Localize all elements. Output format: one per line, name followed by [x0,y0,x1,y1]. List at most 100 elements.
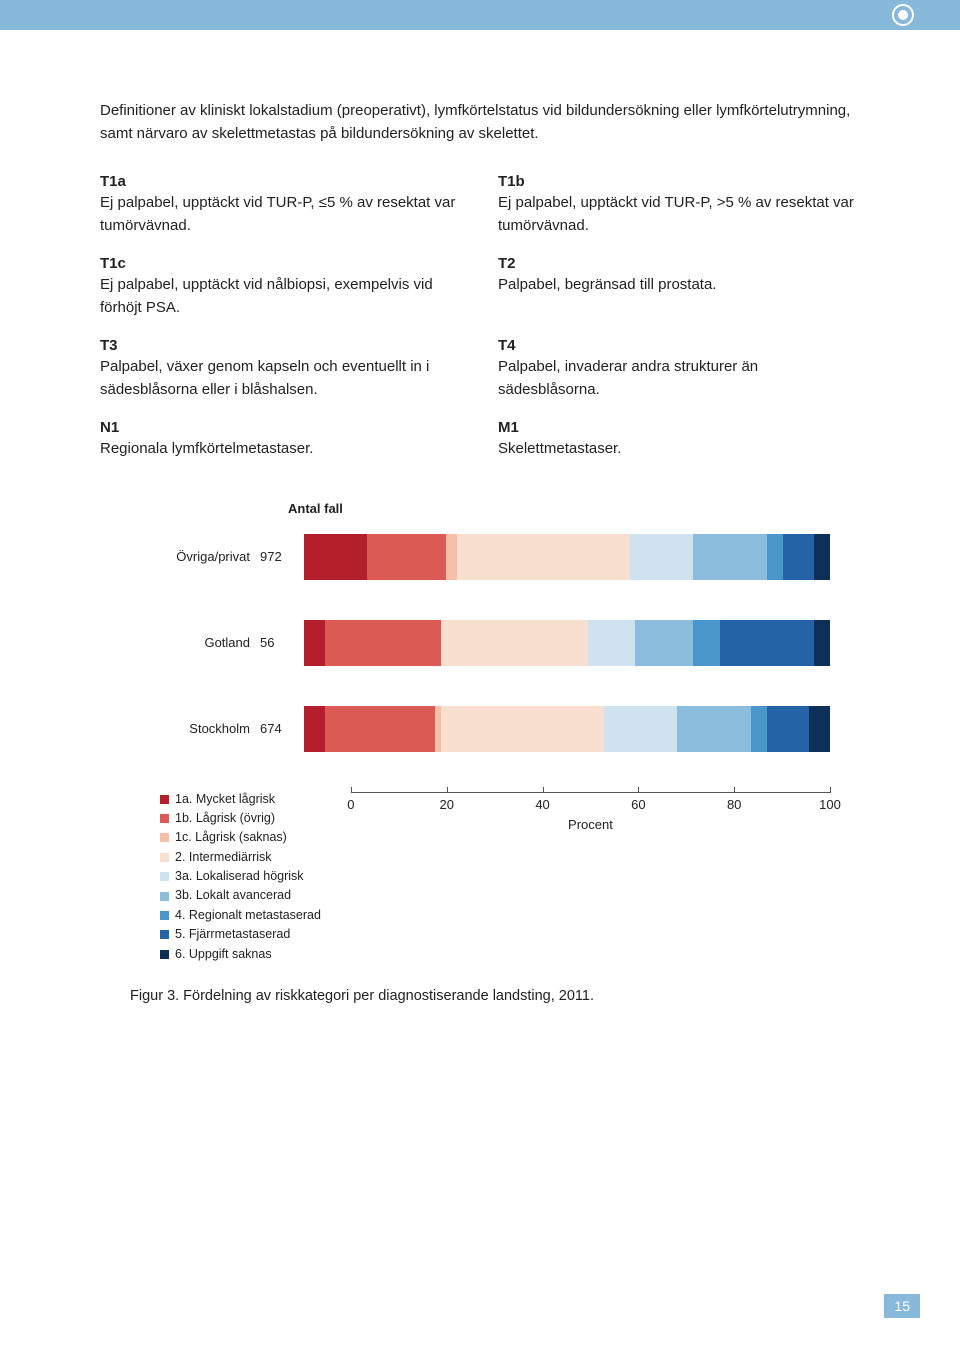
axis-tick-label: 60 [631,797,645,812]
axis-tick [351,787,352,793]
definition-body: Palpabel, växer genom kapseln och eventu… [100,356,462,401]
legend-label: 3b. Lokalt avancerad [175,886,291,905]
page-number: 15 [884,1294,920,1318]
bar-segment [814,620,830,666]
legend-and-axis: 1a. Mycket lågrisk1b. Lågrisk (övrig)1c.… [130,792,830,964]
bar-segment [720,620,815,666]
definition-title: T2 [498,255,860,272]
row-count: 674 [260,721,304,736]
legend-item: 1b. Lågrisk (övrig) [160,809,321,828]
chart-legend: 1a. Mycket lågrisk1b. Lågrisk (övrig)1c.… [160,790,321,964]
legend-swatch-icon [160,872,169,881]
legend-swatch-icon [160,814,169,823]
chart-x-axis: Procent 020406080100 [351,792,830,830]
bar-segment [441,706,604,752]
definition-body: Ej palpabel, upptäckt vid TUR-P, ≤5 % av… [100,192,462,237]
bar-segment [635,620,693,666]
legend-item: 1c. Lågrisk (saknas) [160,828,321,847]
legend-item: 2. Intermediärrisk [160,848,321,867]
definition-cell: T1b Ej palpabel, upptäckt vid TUR-P, >5 %… [498,173,860,237]
bar-segment [304,706,325,752]
header-bar [0,0,960,30]
definition-title: T3 [100,337,462,354]
definition-title: T1c [100,255,462,272]
legend-label: 4. Regionalt metastaserad [175,906,321,925]
legend-item: 4. Regionalt metastaserad [160,906,321,925]
definition-title: N1 [100,419,462,436]
legend-label: 1b. Lågrisk (övrig) [175,809,275,828]
legend-swatch-icon [160,950,169,959]
definition-body: Regionala lymfkörtelmetastaser. [100,438,462,461]
axis-tick-label: 100 [819,797,841,812]
bar-segment [751,706,767,752]
definition-title: T1a [100,173,462,190]
bar-segment [325,706,435,752]
axis-tick [830,787,831,793]
definition-cell: T3 Palpabel, växer genom kapseln och even… [100,337,462,401]
legend-label: 1c. Lågrisk (saknas) [175,828,287,847]
definition-cell: T1c Ej palpabel, upptäckt vid nålbiopsi, … [100,255,462,319]
axis-tick [543,787,544,793]
axis-tick-label: 80 [727,797,741,812]
bar-segment [367,534,446,580]
header-knob-icon [894,6,912,24]
bar-segment [767,534,783,580]
definition-title: M1 [498,419,860,436]
legend-label: 2. Intermediärrisk [175,848,272,867]
chart-header: Antal fall [288,501,830,516]
bar-segment [304,534,367,580]
bar-segment [588,620,635,666]
legend-label: 3a. Lokaliserad högrisk [175,867,304,886]
definition-body: Ej palpabel, upptäckt vid nålbiopsi, exe… [100,274,462,319]
definition-cell: M1 Skelettmetastaser. [498,419,860,461]
axis-tick [638,787,639,793]
legend-swatch-icon [160,930,169,939]
legend-swatch-icon [160,795,169,804]
chart-rows: Övriga/privat972Gotland56Stockholm674 [130,534,830,752]
bar-segment [783,534,815,580]
page-content: Definitioner av kliniskt lokalstadium (p… [100,100,860,1004]
chart-row: Gotland56 [130,620,830,666]
bar-segment [677,706,751,752]
axis-tick-label: 0 [347,797,354,812]
bar-segment [630,534,693,580]
legend-label: 1a. Mycket lågrisk [175,790,275,809]
stacked-bar [304,534,830,580]
axis-tick [447,787,448,793]
intro-text: Definitioner av kliniskt lokalstadium (p… [100,100,860,145]
definition-cell: T1a Ej palpabel, upptäckt vid TUR-P, ≤5 %… [100,173,462,237]
definition-cell: T4 Palpabel, invaderar andra strukturer ä… [498,337,860,401]
legend-item: 3a. Lokaliserad högrisk [160,867,321,886]
bar-segment [693,534,767,580]
axis-tick-label: 40 [535,797,549,812]
row-label: Stockholm [130,721,260,736]
bar-segment [814,534,830,580]
bar-segment [693,620,719,666]
legend-swatch-icon [160,911,169,920]
legend-item: 3b. Lokalt avancerad [160,886,321,905]
definition-body: Skelettmetastaser. [498,438,860,461]
legend-swatch-icon [160,853,169,862]
bar-segment [325,620,441,666]
bar-segment [446,534,457,580]
definition-body: Palpabel, invaderar andra strukturer än … [498,356,860,401]
stacked-bar [304,620,830,666]
legend-label: 6. Uppgift saknas [175,945,272,964]
definition-cell: N1 Regionala lymfkörtelmetastaser. [100,419,462,461]
bar-segment [441,620,588,666]
legend-swatch-icon [160,833,169,842]
definitions-grid: T1a Ej palpabel, upptäckt vid TUR-P, ≤5 %… [100,173,860,461]
bar-segment [767,706,809,752]
axis-title: Procent [568,817,613,832]
legend-label: 5. Fjärrmetastaserad [175,925,290,944]
legend-item: 1a. Mycket lågrisk [160,790,321,809]
bar-segment [809,706,830,752]
chart-row: Stockholm674 [130,706,830,752]
legend-swatch-icon [160,892,169,901]
definition-title: T4 [498,337,860,354]
definition-body: Ej palpabel, upptäckt vid TUR-P, >5 % av… [498,192,860,237]
legend-item: 5. Fjärrmetastaserad [160,925,321,944]
definition-title: T1b [498,173,860,190]
bar-segment [304,620,325,666]
bar-segment [457,534,631,580]
